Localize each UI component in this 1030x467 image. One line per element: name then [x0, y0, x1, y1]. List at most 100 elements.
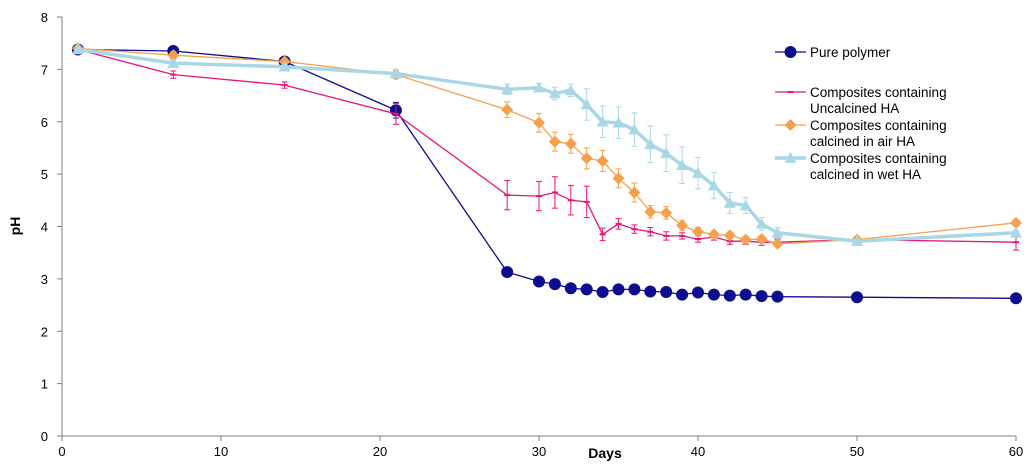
legend-item-1: Pure polymer	[775, 45, 891, 60]
data-point	[596, 115, 609, 127]
legend-label: Composites containing	[810, 151, 947, 166]
data-point	[692, 286, 704, 299]
y-tick-label: 0	[41, 429, 48, 444]
x-tick-label: 10	[214, 444, 228, 459]
data-point	[644, 138, 657, 150]
data-point	[771, 290, 784, 303]
legend-label: Composites containing	[810, 118, 947, 133]
data-point	[723, 289, 736, 302]
data-point	[580, 98, 593, 110]
data-point	[389, 67, 402, 79]
legend-swatch-marker	[784, 152, 797, 163]
legend-label: Pure polymer	[810, 45, 891, 60]
data-point	[676, 288, 689, 301]
y-axis-title: pH	[7, 217, 23, 236]
x-axis-title: Days	[588, 445, 622, 461]
data-point	[771, 237, 784, 250]
data-point	[612, 116, 625, 128]
data-point	[501, 103, 514, 116]
data-point	[692, 225, 704, 238]
data-point	[628, 123, 641, 135]
data-point	[612, 172, 625, 185]
data-point	[167, 57, 180, 68]
plot-series	[71, 42, 1022, 305]
y-tick-label: 2	[41, 324, 48, 339]
data-point	[692, 167, 704, 178]
data-point	[548, 135, 561, 148]
x-tick-label: 30	[532, 444, 546, 459]
data-point	[278, 60, 291, 72]
data-point	[660, 147, 673, 158]
data-point	[851, 235, 863, 246]
data-point	[707, 179, 720, 191]
y-tick-label: 8	[41, 10, 48, 25]
y-tick-label: 5	[41, 167, 48, 182]
data-point	[533, 116, 545, 129]
x-ticks: 0 10 20 30 40 50 60	[58, 436, 1023, 459]
data-point	[167, 49, 180, 62]
data-point	[580, 152, 593, 165]
data-point	[1010, 226, 1022, 238]
series-4	[71, 43, 1022, 246]
data-point	[548, 278, 561, 291]
data-point	[596, 155, 609, 168]
data-point	[660, 285, 673, 298]
series-3	[71, 42, 1022, 250]
data-point	[1010, 216, 1022, 229]
y-ticks: 0 1 2 3 4 5 6 7 8	[41, 10, 62, 444]
data-point	[739, 233, 752, 246]
data-point	[501, 266, 514, 279]
x-tick-label: 50	[850, 444, 864, 459]
x-tick-label: 0	[58, 444, 65, 459]
data-point	[533, 81, 545, 93]
data-point	[755, 233, 768, 246]
data-point	[612, 283, 625, 296]
legend-label: Composites containing	[810, 85, 947, 100]
data-point	[660, 206, 673, 219]
data-point	[580, 283, 593, 296]
data-point	[548, 87, 561, 99]
data-point	[533, 275, 545, 288]
legend-swatch-marker	[784, 119, 797, 131]
data-point	[723, 196, 736, 208]
data-point	[676, 159, 689, 171]
data-point	[755, 290, 768, 303]
data-point	[596, 285, 609, 298]
x-tick-label: 20	[373, 444, 387, 459]
data-point	[564, 137, 577, 150]
x-tick-label: 60	[1009, 444, 1023, 459]
legend-label: Uncalcined HA	[810, 101, 899, 116]
data-point	[851, 291, 863, 304]
legend-label: calcined in wet HA	[810, 167, 921, 182]
data-point	[676, 219, 689, 232]
y-tick-label: 4	[41, 220, 48, 235]
axes	[61, 17, 1016, 437]
data-point	[739, 288, 752, 301]
data-point	[501, 83, 514, 95]
data-point	[1010, 292, 1022, 305]
data-point	[771, 226, 784, 238]
data-point	[707, 228, 720, 241]
data-point	[644, 205, 657, 218]
y-tick-label: 1	[41, 377, 48, 392]
y-tick-label: 6	[41, 115, 48, 130]
data-point	[723, 229, 736, 242]
legend-swatch-marker	[784, 46, 797, 58]
data-point	[755, 217, 768, 229]
data-point	[644, 285, 657, 298]
y-tick-label: 7	[41, 62, 48, 77]
data-point	[707, 288, 720, 301]
series-1	[71, 43, 1022, 305]
data-point	[564, 282, 577, 295]
data-point	[628, 186, 641, 199]
legend-label: calcined in air HA	[810, 134, 915, 149]
data-point	[739, 199, 752, 211]
y-tick-label: 3	[41, 272, 48, 287]
data-point	[628, 283, 641, 296]
x-tick-label: 40	[691, 444, 705, 459]
